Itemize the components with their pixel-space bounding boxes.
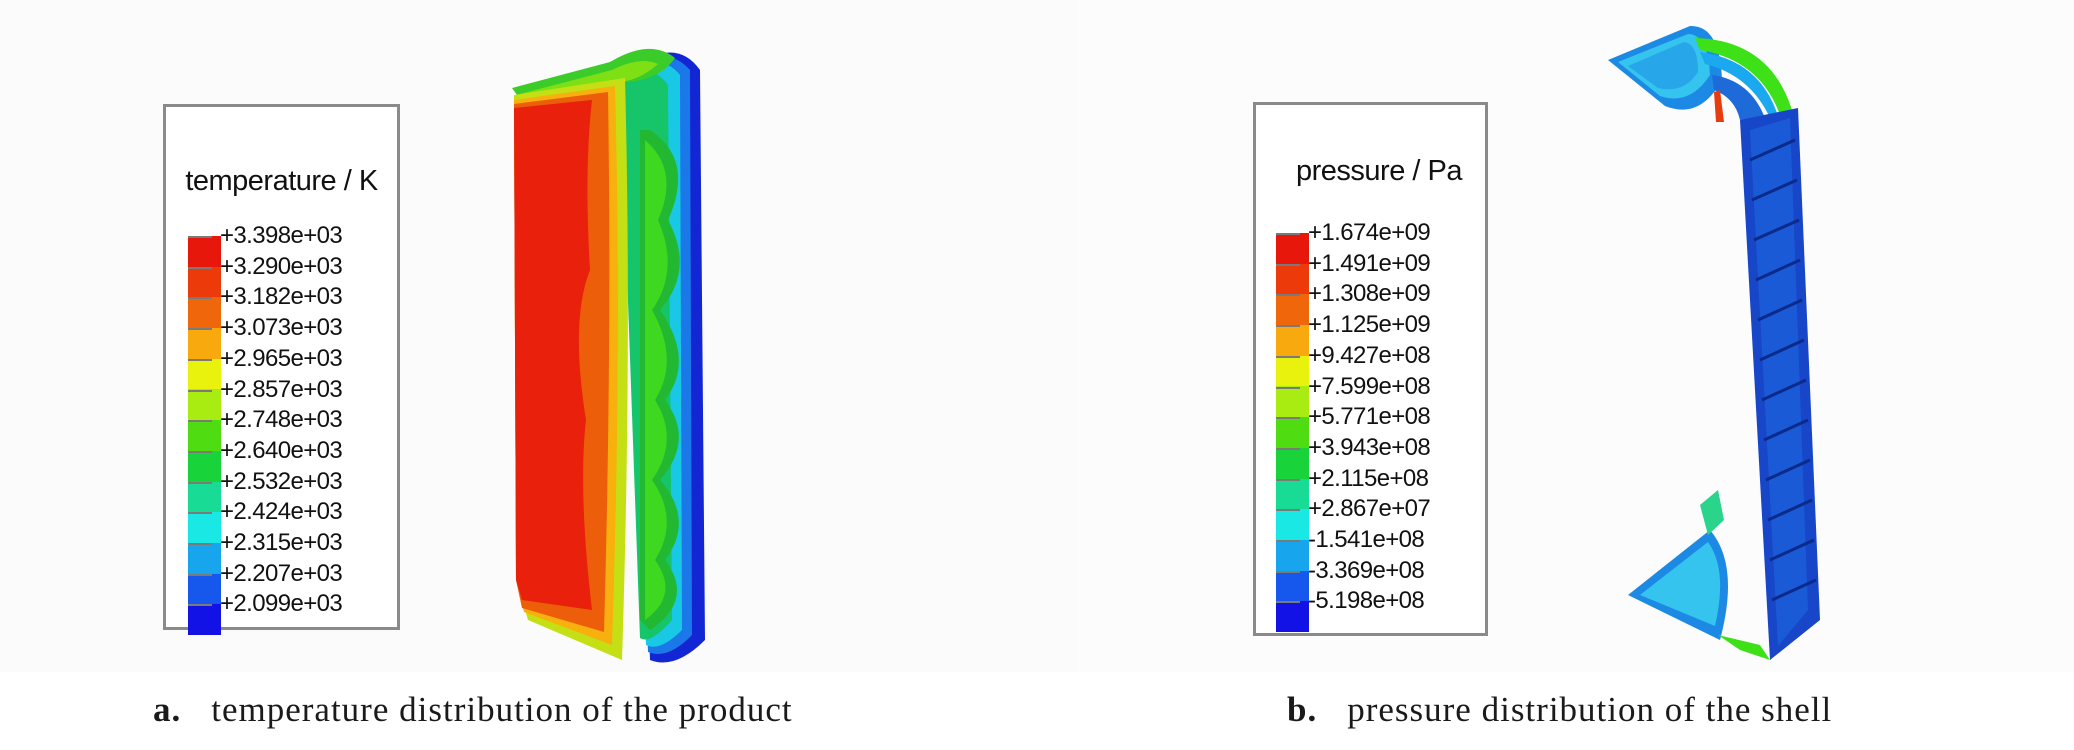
colorbar-swatch: [1276, 263, 1309, 295]
tick-label: +2.315e+03: [220, 529, 343, 556]
colorbar-swatch: [188, 604, 221, 635]
tick-mark: [188, 543, 212, 545]
tick-label: +2.867e+07: [1308, 495, 1431, 523]
tick-label: +7.599e+08: [1308, 372, 1431, 400]
colorbar-swatch: [188, 450, 221, 482]
tick-label: +2.857e+03: [220, 375, 343, 403]
colorbar-swatch: [188, 481, 221, 513]
legend-title: temperature / K: [185, 165, 378, 197]
tick-mark: [1276, 294, 1300, 297]
tick-label: +3.290e+03: [220, 252, 343, 280]
tick-mark: [1276, 233, 1300, 235]
colorbar-swatch: [188, 389, 221, 421]
tick-label: +1.308e+09: [1308, 280, 1431, 308]
colorbar-swatch: [1276, 601, 1309, 632]
tick-label: +1.491e+09: [1308, 249, 1431, 277]
tick-label: +9.427e+08: [1308, 341, 1431, 369]
caption-letter: a.: [153, 690, 182, 729]
pressure-colorbar: [1276, 233, 1309, 632]
tick-label: +1.674e+09: [1308, 219, 1431, 246]
temperature-legend: temperature / K +3.398e+03 +3.290e+03 +3.1…: [163, 104, 400, 635]
tick-label: +2.532e+03: [220, 467, 343, 495]
panel-pressure: [1078, 0, 2074, 672]
colorbar-swatch: [1276, 447, 1309, 479]
tick-label: +2.748e+03: [220, 406, 343, 434]
colorbar-swatch: [1276, 509, 1309, 540]
tick-mark: [188, 389, 212, 392]
tick-label: -1.541e+08: [1308, 526, 1425, 553]
tick-label: -3.369e+08: [1308, 556, 1425, 584]
tick-mark: [188, 512, 212, 515]
tick-label: +3.398e+03: [220, 222, 343, 249]
tick-label: +2.207e+03: [220, 559, 343, 587]
tick-mark: [188, 266, 212, 269]
tick-mark: [1276, 417, 1300, 420]
tick-mark: [1276, 509, 1300, 512]
tick-label: +3.073e+03: [220, 314, 343, 342]
product-temperature-model: [512, 48, 705, 663]
colorbar-swatch: [188, 297, 221, 329]
caption-letter: b.: [1287, 690, 1318, 729]
tick-mark: [188, 297, 212, 300]
colorbar-swatch: [1276, 325, 1309, 356]
tick-label: +2.424e+03: [220, 498, 343, 526]
tick-mark: [188, 236, 212, 238]
tick-mark: [188, 481, 212, 484]
colorbar-swatch: [1276, 478, 1309, 510]
tick-mark: [188, 450, 212, 453]
colorbar-swatch: [1276, 355, 1309, 387]
tick-mark: [1276, 447, 1300, 450]
colorbar-swatch: [188, 573, 221, 605]
colorbar-swatch: [1276, 386, 1309, 418]
colorbar-swatch: [1276, 233, 1309, 264]
shell-pressure-model: [1608, 25, 1820, 660]
colorbar-swatch: [188, 358, 221, 390]
caption-text: temperature distribution of the product: [211, 690, 793, 729]
pressure-legend: pressure / Pa +1.674e+09 +1.491e+09 +1.308…: [1253, 102, 1488, 636]
tick-mark: [188, 420, 212, 423]
tick-label: +1.125e+09: [1308, 311, 1431, 339]
caption-b: b. pressure distribution of the shell: [1287, 690, 1832, 730]
colorbar-swatch: [1276, 417, 1309, 448]
tick-label: +2.115e+08: [1308, 464, 1429, 492]
tick-mark: [1276, 355, 1300, 358]
colorbar-swatch: [188, 542, 221, 574]
colorbar-swatch: [1276, 294, 1309, 326]
tick-label: +5.771e+08: [1308, 403, 1431, 431]
caption-a: a. temperature distribution of the produc…: [153, 690, 793, 730]
tick-label: +2.965e+03: [220, 344, 343, 372]
tick-mark: [188, 573, 212, 576]
legend-title: pressure / Pa: [1296, 155, 1462, 187]
tick-mark: [1276, 325, 1300, 328]
tick-mark: [188, 604, 212, 607]
tick-mark: [1276, 263, 1300, 266]
tick-label: +3.943e+08: [1308, 433, 1431, 461]
colorbar-swatch: [188, 236, 221, 267]
tick-mark: [1276, 386, 1300, 389]
tick-label: -5.198e+08: [1308, 587, 1425, 615]
colorbar-swatch: [188, 328, 221, 359]
colorbar-swatch: [188, 266, 221, 298]
tick-mark: [1276, 570, 1300, 573]
tick-mark: [1276, 601, 1300, 604]
colorbar-swatch: [188, 512, 221, 543]
tick-mark: [1276, 540, 1300, 542]
colorbar-swatch: [188, 420, 221, 451]
tick-mark: [188, 358, 212, 361]
tick-mark: [188, 328, 212, 331]
colorbar-swatch: [1276, 539, 1309, 571]
tick-mark: [1276, 478, 1300, 481]
tick-label: +2.099e+03: [220, 590, 343, 618]
tick-label: +3.182e+03: [220, 283, 343, 311]
caption-text: pressure distribution of the shell: [1347, 690, 1833, 729]
colorbar-swatch: [1276, 570, 1309, 602]
temperature-colorbar: [188, 236, 221, 635]
tick-label: +2.640e+03: [220, 436, 343, 464]
